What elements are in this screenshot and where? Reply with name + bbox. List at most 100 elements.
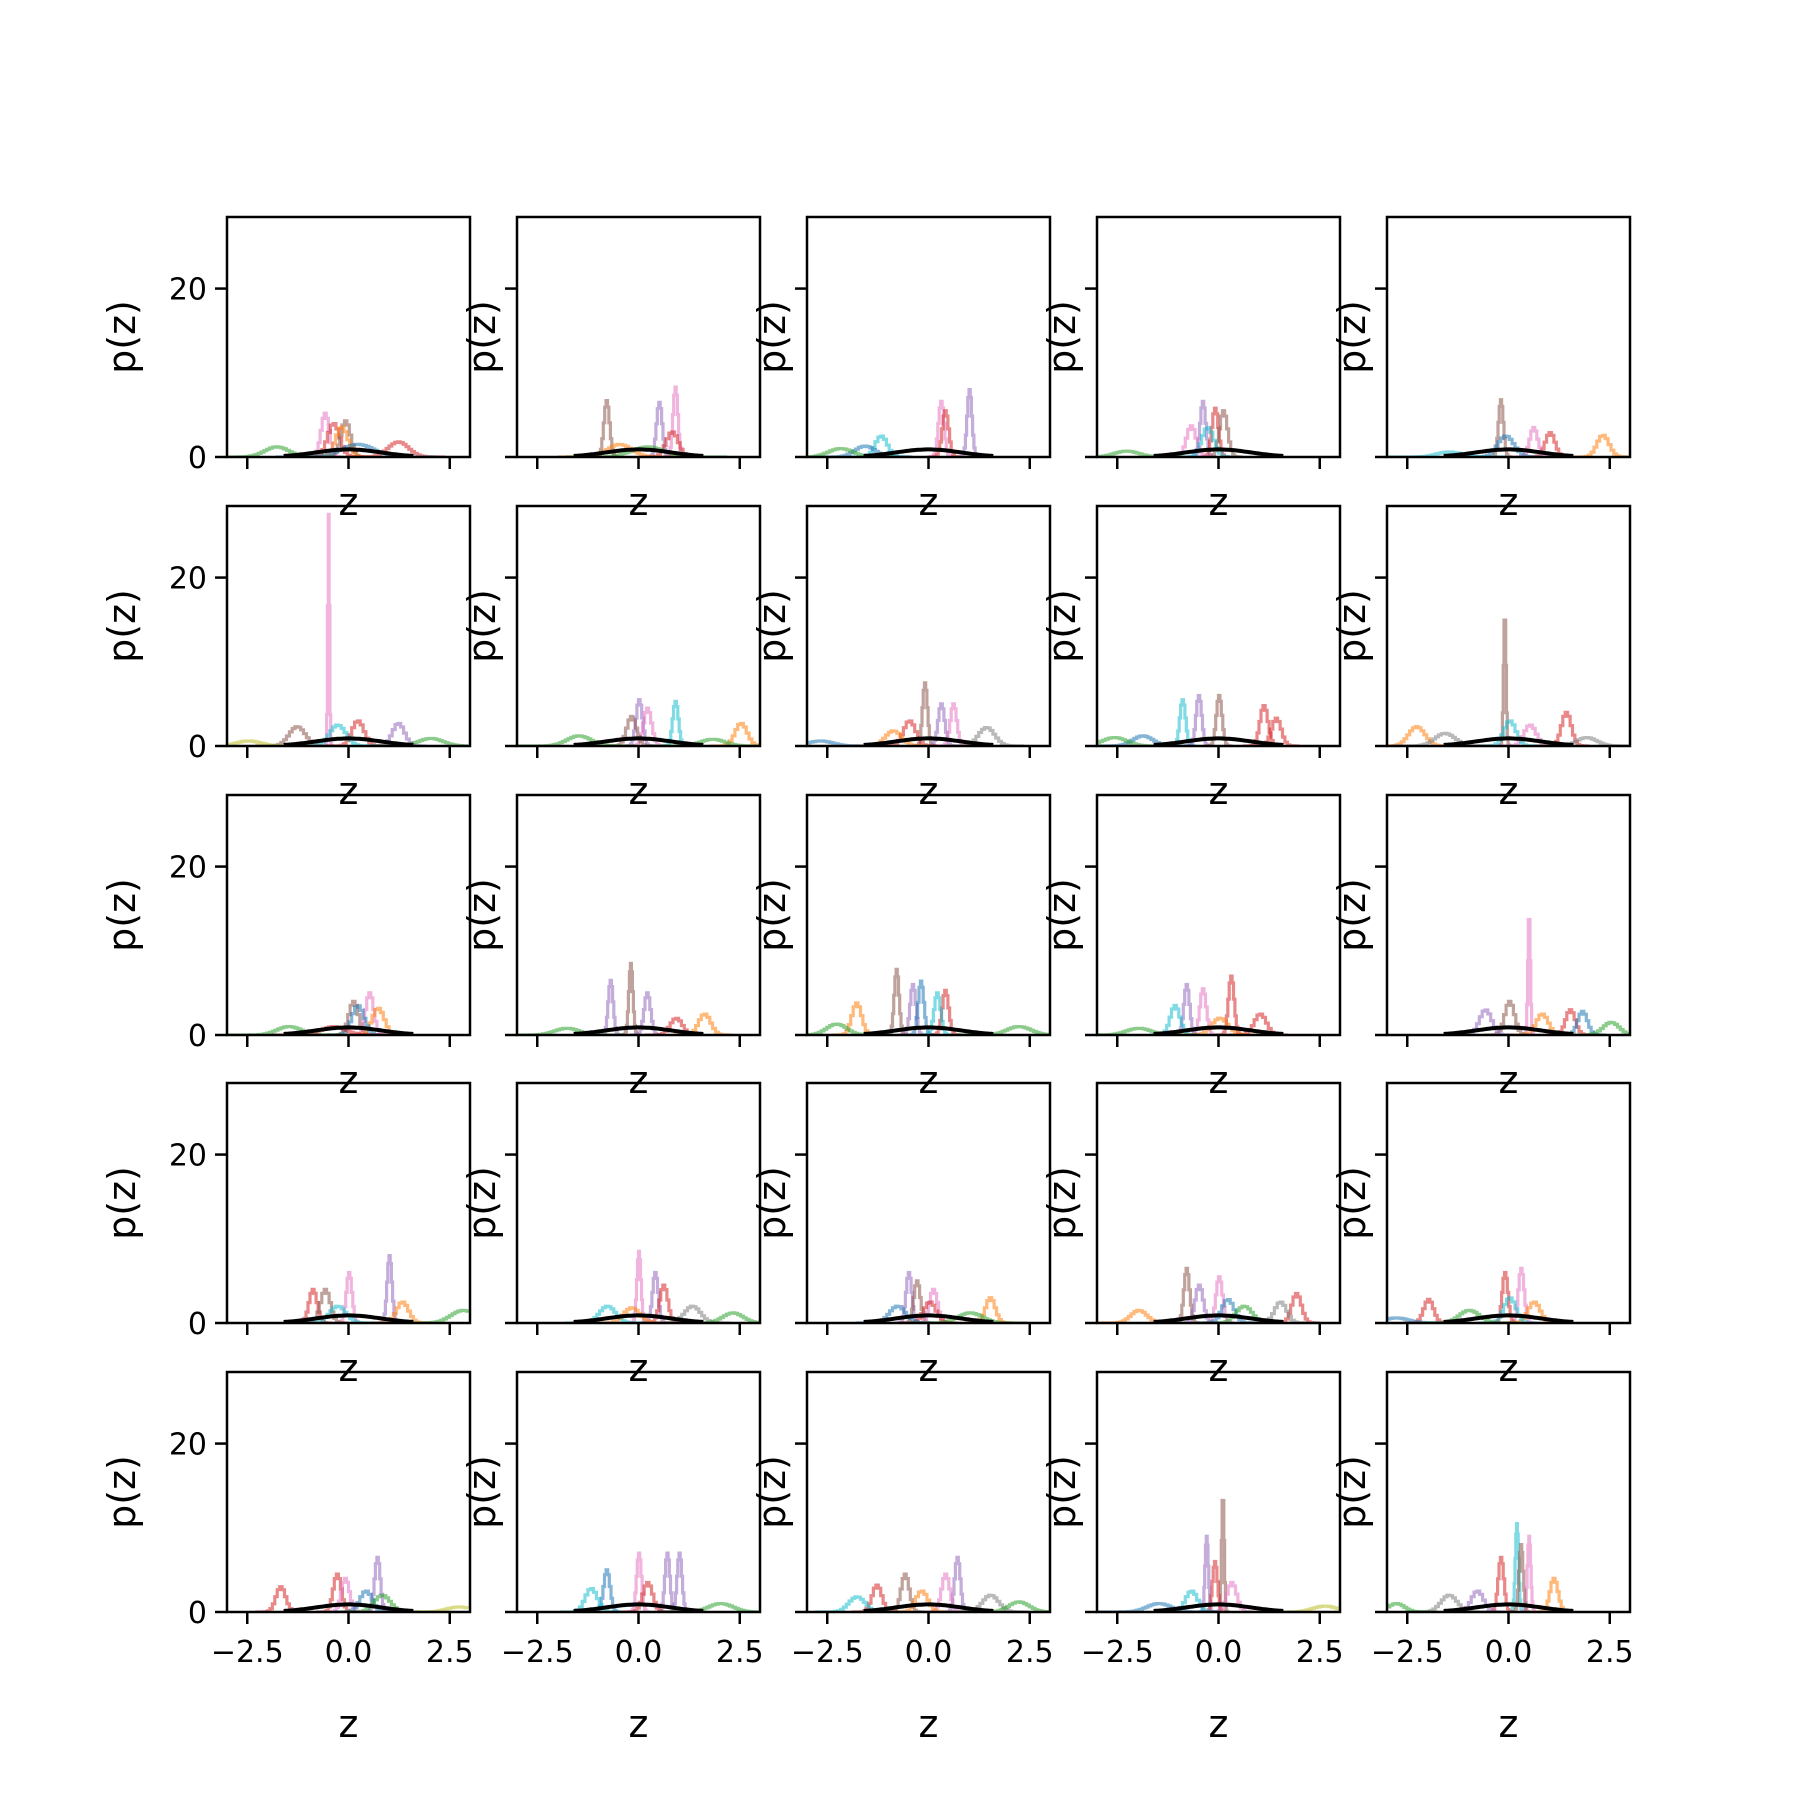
subplot-r3-c3: z p(z) [750,793,1052,1102]
x-axis-label: z [1499,1058,1519,1102]
series-line-1 [1522,917,1536,1035]
x-axis-label: z [1209,1702,1229,1746]
subplot-r3-c5: z p(z) [1330,793,1632,1102]
x-axis-label: z [1499,1346,1519,1390]
series-line-7 [401,1308,470,1323]
mean-density-line [573,736,704,746]
axes-frame [805,793,1052,1037]
mean-density-line [573,447,704,457]
subplot-r4-c5: z p(z) [1330,1081,1632,1390]
x-axis-label: z [919,480,939,524]
series-line-7 [807,739,878,746]
x-axis-label: z [1499,769,1519,813]
axes-frame [225,1370,472,1614]
y-axis-label: p(z) [750,300,794,374]
axes-frame [805,1081,1052,1325]
plot-area [1097,399,1284,457]
y-axis-label: p(z) [1330,878,1374,952]
y-axis-label: p(z) [100,589,144,663]
plot-area [227,991,414,1035]
subplot-r5-c5: −2.5 0.0 2.5 z p(z) [1330,1370,1634,1746]
series-line-2 [1571,433,1628,457]
mean-density-line [1153,447,1284,457]
y-tick-label: 0 [188,1307,207,1342]
mean-density-line [1443,736,1574,746]
mean-density-line [863,1602,994,1612]
subplot-r4-c1: 0 20 z p(z) [100,1081,472,1390]
plot-area [1387,618,1629,746]
plot-area [255,1555,470,1612]
x-axis-label: z [919,769,939,813]
series-line-8 [1387,1602,1436,1612]
y-axis-label: p(z) [460,1455,504,1529]
axes-frame [225,504,472,748]
mean-density-line [283,1025,414,1035]
y-tick-label: 20 [169,1428,207,1463]
subplot-r5-c2: −2.5 0.0 2.5 z p(z) [460,1370,764,1746]
x-axis-label: z [629,769,649,813]
axes-frame [805,1370,1052,1614]
subplot-r1-c2: z p(z) [460,215,762,524]
mean-density-line [863,1025,994,1035]
y-axis-label: p(z) [750,878,794,952]
y-tick-label: 20 [169,1139,207,1174]
axes-frame [1385,215,1632,459]
axes-frame [515,1081,762,1325]
y-axis-label: p(z) [750,1455,794,1529]
subplot-r5-c3: −2.5 0.0 2.5 z p(z) [750,1370,1054,1746]
y-tick-label: 0 [188,441,207,476]
y-axis-label: p(z) [460,1166,504,1240]
series-line-1 [884,967,909,1035]
x-axis-label: z [629,1346,649,1390]
mean-density-line [1153,736,1284,746]
axes-frame [1385,793,1632,1037]
y-axis-label: p(z) [100,1455,144,1529]
x-tick-label: −2.5 [791,1635,864,1670]
mean-density-line [1153,1313,1284,1323]
subplot-r2-c1: 0 20 z p(z) [100,504,472,813]
y-axis-label: p(z) [100,878,144,952]
axes-frame [515,793,762,1037]
subplot-r2-c2: z p(z) [460,504,762,813]
x-tick-label: 2.5 [426,1635,474,1670]
y-tick-label: 0 [188,730,207,765]
subplot-r1-c1: 0 20 z p(z) [100,215,472,524]
plot-area [565,1249,760,1323]
y-tick-label: 20 [169,273,207,308]
subplot-r3-c4: z p(z) [1040,793,1342,1102]
plot-area [807,388,994,457]
axes-frame [515,215,762,459]
y-axis-label: p(z) [1040,1455,1084,1529]
plot-area [1387,398,1628,457]
mean-density-line [283,736,414,746]
mean-density-line [1153,1025,1284,1035]
subplot-r2-c3: z p(z) [750,504,1052,813]
y-axis-label: p(z) [1040,589,1084,663]
series-line-5 [831,1001,880,1035]
plot-area [1097,974,1289,1035]
subplot-r4-c4: z p(z) [1040,1081,1342,1390]
x-tick-label: 2.5 [716,1635,764,1670]
y-tick-label: 20 [169,562,207,597]
axes-frame [1095,793,1342,1037]
plot-area [559,1551,758,1612]
plot-area [1387,1266,1574,1323]
mean-density-line [863,1313,994,1323]
plot-area [227,512,468,746]
mean-density-line [1443,447,1574,457]
x-axis-label: z [339,769,359,813]
x-axis-label: z [919,1702,939,1746]
x-axis-label: z [919,1346,939,1390]
mean-density-line [863,447,994,457]
plot-area [283,1254,470,1323]
plot-area [517,961,733,1035]
x-tick-label: 2.5 [1586,1635,1634,1670]
series-line-7 [1387,1316,1455,1323]
x-tick-label: 2.5 [1006,1635,1054,1670]
plot-area [1097,1498,1340,1612]
mean-density-line [283,1313,414,1323]
axes-frame [1385,504,1632,748]
plot-area [557,385,728,457]
plot-area [1387,1522,1574,1612]
x-tick-label: −2.5 [1081,1635,1154,1670]
